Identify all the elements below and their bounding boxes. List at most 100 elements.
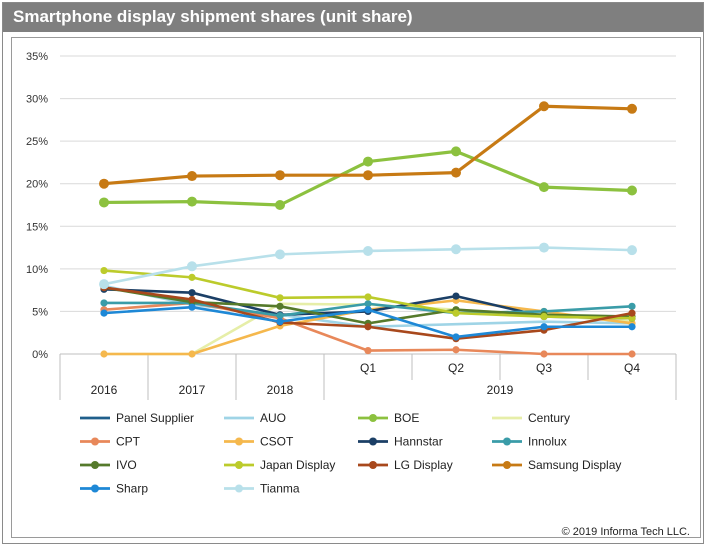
x-tick-label: Q4	[624, 361, 640, 375]
legend-label: Japan Display	[260, 458, 335, 472]
data-point	[364, 300, 372, 308]
data-point	[275, 249, 285, 260]
legend-label: Tianma	[260, 482, 300, 496]
chart-area-border	[11, 37, 701, 538]
legend-label: BOE	[394, 411, 419, 425]
data-point	[363, 245, 373, 256]
data-point	[188, 273, 196, 281]
legend-label: Sharp	[116, 482, 148, 496]
data-point	[188, 303, 196, 311]
y-tick-label: 20%	[26, 179, 48, 191]
data-point	[99, 178, 109, 189]
data-point	[100, 299, 108, 307]
legend-label: AUO	[260, 411, 286, 425]
data-point	[275, 170, 285, 181]
x-tick-label: 2017	[179, 383, 206, 397]
data-point	[452, 309, 460, 317]
data-point	[275, 200, 285, 210]
data-point	[99, 279, 109, 290]
data-point	[539, 242, 549, 253]
y-tick-label: 0%	[32, 349, 48, 361]
legend-label: Panel Supplier	[116, 411, 194, 425]
data-point	[540, 323, 548, 331]
data-point	[364, 323, 372, 331]
y-tick-label: 35%	[26, 51, 48, 63]
data-point	[628, 314, 636, 322]
legend: Panel Supplier AUO BOE Century CPT CSOT Hannst…	[80, 411, 621, 496]
axis-layer: 0% 5% 10% 15% 20% 25% 30% 35% 2016 2017 2018 Q1 Q2 Q3…	[26, 51, 677, 400]
data-point	[276, 318, 284, 326]
legend-label: CPT	[116, 435, 141, 449]
data-point	[100, 266, 108, 275]
data-point	[187, 196, 197, 207]
data-point	[100, 350, 108, 358]
data-point	[539, 101, 549, 112]
legend-label: Century	[528, 411, 570, 425]
x-tick-label: Q2	[448, 361, 464, 375]
data-point	[452, 346, 460, 354]
data-point	[363, 170, 373, 181]
legend-label: Hannstar	[394, 435, 443, 449]
legend-swatch-marker	[235, 437, 243, 446]
data-point	[451, 244, 461, 255]
data-point	[452, 292, 460, 300]
data-point	[540, 312, 548, 321]
x-tick-label: 2016	[91, 383, 118, 397]
legend-swatch-marker	[369, 461, 377, 469]
legend-swatch-marker	[91, 461, 99, 469]
legend-swatch-marker	[369, 414, 377, 422]
legend-label: IVO	[116, 458, 137, 472]
data-point	[540, 350, 548, 358]
legend-swatch-marker	[91, 484, 99, 493]
x-tick-label: Q3	[536, 361, 552, 375]
data-point	[276, 294, 284, 302]
data-point	[188, 289, 196, 297]
legend-swatch-marker	[91, 437, 99, 446]
x-tick-label: Q1	[360, 361, 376, 375]
legend-swatch-marker	[369, 437, 377, 446]
data-point	[364, 293, 372, 301]
data-point	[628, 302, 636, 310]
data-point	[364, 306, 372, 314]
y-tick-label: 30%	[26, 94, 48, 106]
data-point	[627, 245, 637, 256]
data-point	[628, 309, 636, 317]
data-point	[539, 182, 549, 193]
y-tick-label: 15%	[26, 221, 48, 233]
legend-swatch-marker	[235, 484, 243, 493]
title-bar: Smartphone display shipment shares (unit…	[3, 3, 703, 32]
data-point	[451, 146, 461, 157]
legend-label: CSOT	[260, 435, 294, 449]
legend-label: Innolux	[528, 435, 567, 449]
data-point	[188, 350, 196, 358]
data-point	[451, 167, 461, 178]
y-tick-label: 5%	[32, 306, 48, 318]
data-point	[628, 350, 636, 358]
data-point	[99, 197, 109, 208]
data-point	[627, 103, 637, 114]
series-layer	[99, 101, 637, 358]
data-point	[187, 171, 197, 182]
legend-swatch-marker	[503, 461, 511, 469]
y-tick-label: 10%	[26, 264, 48, 276]
data-point	[276, 302, 284, 310]
legend-label: LG Display	[394, 458, 453, 472]
data-point	[364, 346, 372, 355]
data-point	[628, 323, 636, 331]
y-tick-label: 25%	[26, 136, 48, 148]
data-point	[452, 333, 460, 341]
data-point	[187, 261, 197, 272]
x-group-label: 2019	[487, 383, 514, 397]
data-point	[100, 309, 108, 317]
legend-swatch-marker	[503, 437, 511, 446]
data-point	[188, 295, 196, 304]
chart-title: Smartphone display shipment shares (unit…	[13, 7, 413, 26]
data-point	[363, 156, 373, 167]
data-point	[627, 185, 637, 196]
legend-swatch-marker	[235, 461, 243, 469]
x-tick-label: 2018	[267, 383, 294, 397]
data-point	[276, 312, 284, 320]
legend-label: Samsung Display	[528, 458, 621, 472]
copyright-note: © 2019 Informa Tech LLC.	[561, 526, 690, 538]
